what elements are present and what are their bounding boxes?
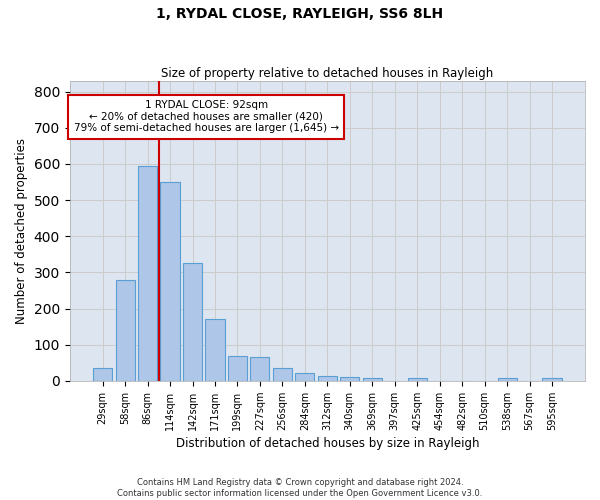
Bar [116,280,134,381]
Bar [138,166,157,381]
Y-axis label: Number of detached properties: Number of detached properties [15,138,28,324]
Bar [160,182,179,381]
Bar [295,373,314,381]
Bar [183,264,202,381]
Bar [497,378,517,381]
Text: 1, RYDAL CLOSE, RAYLEIGH, SS6 8LH: 1, RYDAL CLOSE, RAYLEIGH, SS6 8LH [157,8,443,22]
Bar [228,356,247,381]
Bar [250,358,269,381]
Text: Contains HM Land Registry data © Crown copyright and database right 2024.
Contai: Contains HM Land Registry data © Crown c… [118,478,482,498]
Bar [407,378,427,381]
Bar [542,378,562,381]
Bar [340,377,359,381]
Bar [363,378,382,381]
Bar [273,368,292,381]
Text: 1 RYDAL CLOSE: 92sqm
← 20% of detached houses are smaller (420)
79% of semi-deta: 1 RYDAL CLOSE: 92sqm ← 20% of detached h… [74,100,339,134]
Bar [318,376,337,381]
Title: Size of property relative to detached houses in Rayleigh: Size of property relative to detached ho… [161,66,493,80]
Bar [93,368,112,381]
X-axis label: Distribution of detached houses by size in Rayleigh: Distribution of detached houses by size … [176,437,479,450]
Bar [205,320,224,381]
